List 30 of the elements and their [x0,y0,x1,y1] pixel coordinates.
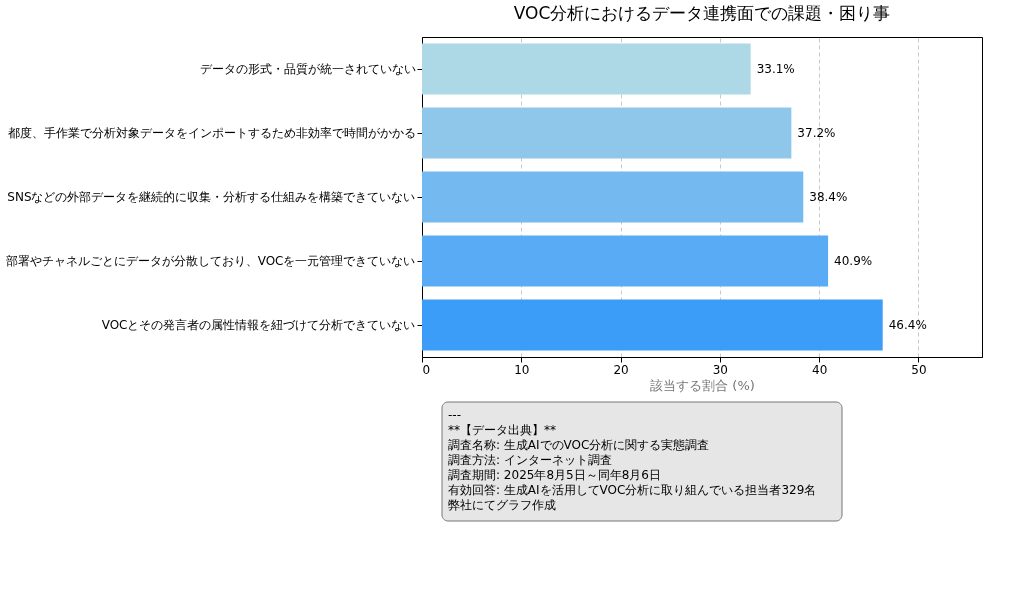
text: --- [448,408,461,422]
bar [422,299,883,351]
data-label: 40.9% [834,254,873,268]
bar [422,171,804,223]
x-tick-label: 20 [613,362,629,377]
text: 弊社にてグラフ作成 [448,498,556,512]
x-tick-label: 0 [422,362,431,377]
bar [422,235,829,287]
text: 有効回答: 生成AIを活用してVOC分析に取り組んでいる担当者329名 [448,483,817,497]
x-tick-label: 50 [911,362,927,377]
data-label: 33.1% [756,62,795,76]
data-label: 46.4% [888,318,927,332]
bar [422,107,792,159]
y-tick-label: データの形式・品質が統一されていない [199,62,416,76]
bar [422,43,751,95]
y-tick-label: 部署やチャネルごとにデータが分散しており、VOCを一元管理できていない [5,254,416,268]
chart-title: VOC分析におけるデータ連携面での課題・困り事 [513,3,891,23]
y-tick-label: 都度、手作業で分析対象データをインポートするため非効率で時間がかかる [7,126,416,140]
x-tick-label: 30 [712,362,729,377]
text: 調査方法: インターネット調査 [448,453,612,467]
data-label: 37.2% [797,126,836,140]
y-tick-label: SNSなどの外部データを継続的に収集・分析する仕組みを構築できていない [7,190,416,204]
x-axis-title: 該当する割合 (%) [650,377,755,393]
text: **【データ出典】** [448,423,556,437]
x-tick-label: 10 [514,362,530,377]
y-tick-label: VOCとその発言者の属性情報を紐づけて分析できていない [101,318,416,332]
data-label: 38.4% [809,190,848,204]
x-tick-label: 40 [812,362,828,377]
text: 調査名称: 生成AIでのVOC分析に関する実態調査 [448,438,710,452]
text: 調査期間: 2025年8月5日～同年8月6日 [448,468,661,482]
